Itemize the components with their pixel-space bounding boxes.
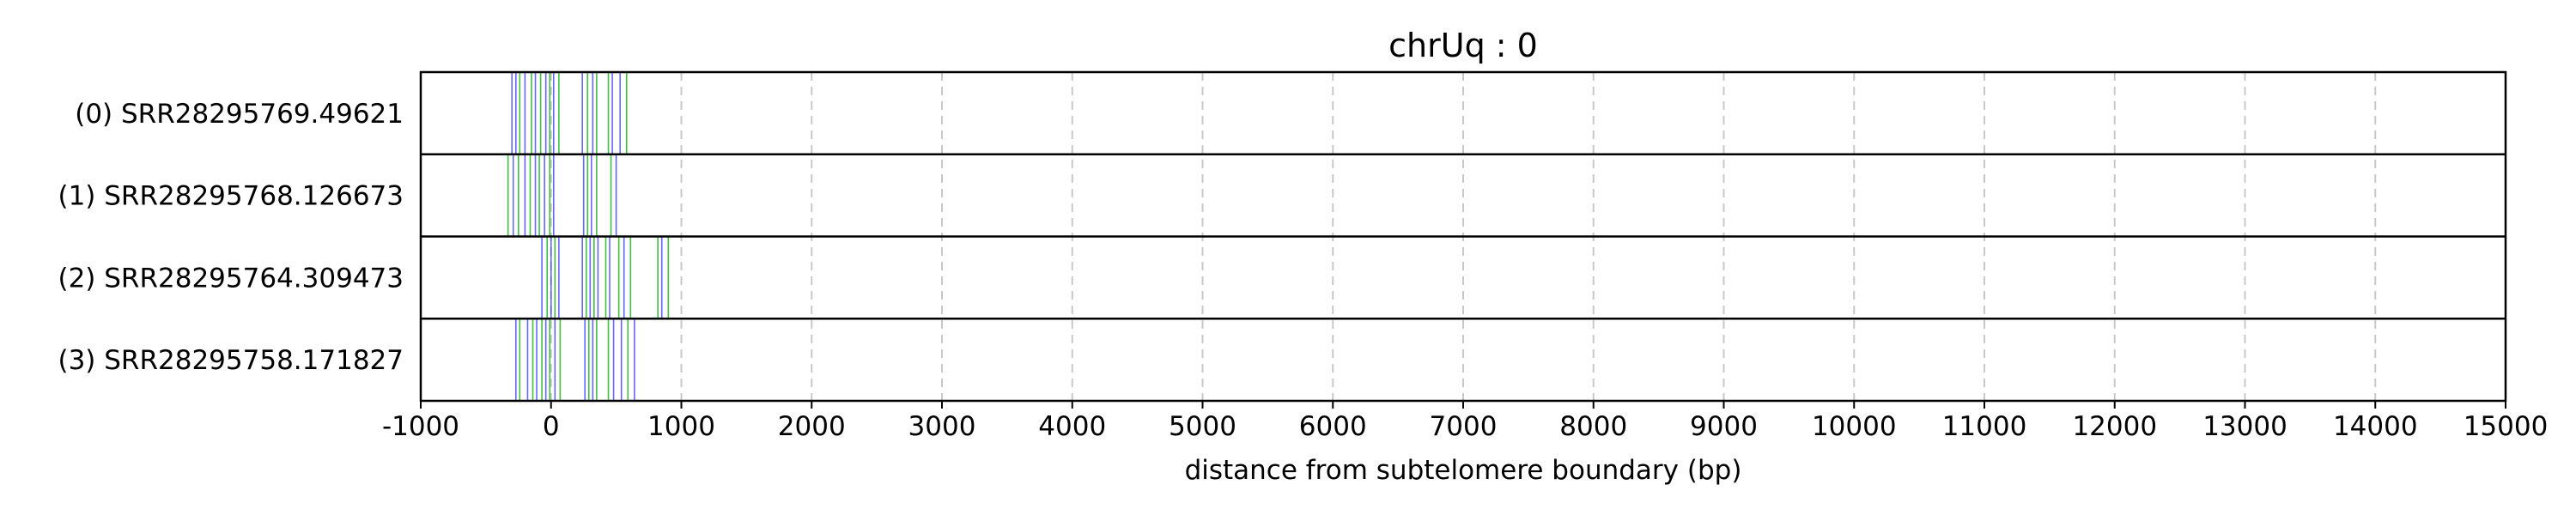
x-tick-label-9: 8000 [1559, 411, 1627, 442]
track-row-2 [541, 237, 670, 318]
x-tick-label-0: -1000 [382, 411, 459, 442]
x-tick-label-13: 12000 [2072, 411, 2157, 442]
x-tick-label-6: 5000 [1169, 411, 1236, 442]
chart-title: chrUq : 0 [1388, 27, 1538, 64]
x-axis-ticks: -1000 0 1000 2000 3000 4000 5000 6000 7000 8000 90… [382, 401, 2548, 442]
x-tick-label-14: 13000 [2202, 411, 2287, 442]
x-tick-label-3: 2000 [778, 411, 846, 442]
x-tick-label-8: 7000 [1430, 411, 1498, 442]
marks-layer [507, 73, 670, 400]
x-tick-label-16: 15000 [2464, 411, 2549, 442]
row-labels: (0) SRR28295769.49621 (1) SRR28295768.126… [58, 99, 404, 376]
x-tick-label-7: 6000 [1299, 411, 1367, 442]
x-tick-label-11: 10000 [1812, 411, 1897, 442]
row-label-1: (1) SRR28295768.126673 [58, 181, 404, 212]
row-label-0: (0) SRR28295769.49621 [75, 99, 404, 130]
x-tick-label-12: 11000 [1942, 411, 2027, 442]
track-row-0 [511, 73, 628, 154]
track-row-3 [514, 319, 635, 400]
row-label-3: (3) SRR28295758.171827 [58, 345, 404, 376]
x-tick-label-2: 1000 [647, 411, 715, 442]
row-label-2: (2) SRR28295764.309473 [58, 263, 404, 294]
x-tick-label-1: 0 [543, 411, 560, 442]
x-tick-label-4: 3000 [908, 411, 976, 442]
x-tick-label-5: 4000 [1038, 411, 1106, 442]
track-row-1 [507, 154, 617, 236]
x-tick-label-15: 14000 [2333, 411, 2418, 442]
x-tick-label-10: 9000 [1690, 411, 1758, 442]
x-axis-label: distance from subtelomere boundary (bp) [1185, 455, 1742, 486]
